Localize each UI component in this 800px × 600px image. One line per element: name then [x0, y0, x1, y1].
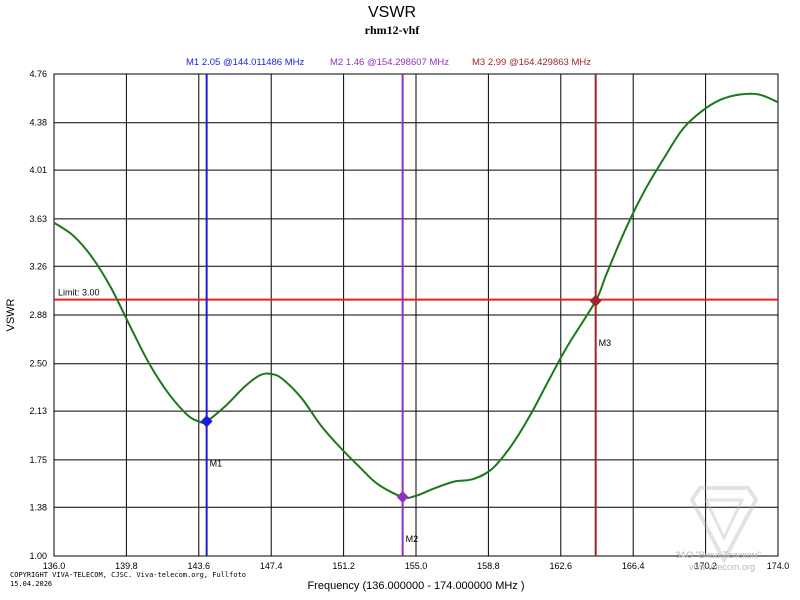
- x-tick-label: 162.6: [550, 561, 573, 571]
- marker-point-m1: [200, 415, 213, 428]
- x-tick-label: 174.0: [767, 561, 790, 571]
- y-tick-label: 2.50: [29, 359, 47, 369]
- y-tick-labels: 1.00 1.38 1.75 2.13 2.50 2.88 3.26 3.63 4.01 4.38…: [29, 69, 47, 561]
- x-tick-label: 136.0: [43, 561, 66, 571]
- chart-subtitle: rhm12-vhf: [365, 23, 421, 37]
- watermark-logo-icon: [689, 486, 759, 565]
- y-tick-label: 1.38: [29, 502, 47, 512]
- marker-label-m2: M2: [406, 534, 419, 544]
- marker-info-m1: M1 2.05 @144.011486 MHz: [186, 57, 305, 68]
- y-tick-label: 1.75: [29, 455, 47, 465]
- x-tick-label: 139.8: [115, 561, 138, 571]
- x-axis-label: Frequency (136.000000 - 174.000000 MHz ): [307, 580, 524, 592]
- y-tick-label: 4.38: [29, 118, 47, 128]
- watermark-line1: ЗАО "Вива-Телеком": [675, 550, 761, 560]
- y-tick-label: 4.01: [29, 165, 47, 175]
- limit-group: Limit: 3.00: [54, 288, 778, 301]
- date-text: 15.04.2026: [10, 580, 52, 588]
- marker-info-bar: M1 2.05 @144.011486 MHz M2 1.46 @154.298…: [186, 57, 591, 68]
- x-tick-label: 170.2: [694, 561, 717, 571]
- grid: [53, 73, 779, 557]
- x-tick-label: 158.8: [477, 561, 500, 571]
- x-tick-label: 166.4: [622, 561, 645, 571]
- chart-title: VSWR: [368, 4, 416, 21]
- y-tick-label: 2.88: [29, 310, 47, 320]
- watermark-line2: viva-telecom.org: [689, 562, 755, 572]
- y-tick-label: 4.76: [29, 69, 47, 79]
- x-tick-label: 143.6: [188, 561, 211, 571]
- marker-info-m3: M3 2.99 @164.429863 MHz: [472, 57, 591, 68]
- x-tick-labels: 136.0 139.8 143.6 147.4 151.2 155.0 158.8 162.6…: [43, 561, 790, 571]
- markers-group: M1 M2 M3: [200, 74, 612, 556]
- x-tick-label: 155.0: [405, 561, 428, 571]
- marker-label-m1: M1: [210, 458, 223, 468]
- y-axis-label: VSWR: [5, 298, 17, 331]
- copyright-text: COPYRIGHT VIVA-TELECOM, CJSC. Viva-telec…: [10, 571, 246, 579]
- marker-info-m2: M2 1.46 @154.298607 MHz: [330, 57, 449, 68]
- marker-point-m3: [589, 294, 602, 307]
- y-tick-label: 1.00: [29, 551, 47, 561]
- x-tick-label: 147.4: [260, 561, 283, 571]
- x-tick-label: 151.2: [332, 561, 355, 571]
- y-tick-label: 3.63: [29, 214, 47, 224]
- y-tick-label: 2.13: [29, 406, 47, 416]
- marker-label-m3: M3: [599, 338, 612, 348]
- y-tick-label: 3.26: [29, 261, 47, 271]
- limit-label: Limit: 3.00: [58, 288, 100, 298]
- watermark: ЗАО "Вива-Телеком" viva-telecom.org: [675, 486, 761, 572]
- marker-point-m2: [396, 491, 409, 504]
